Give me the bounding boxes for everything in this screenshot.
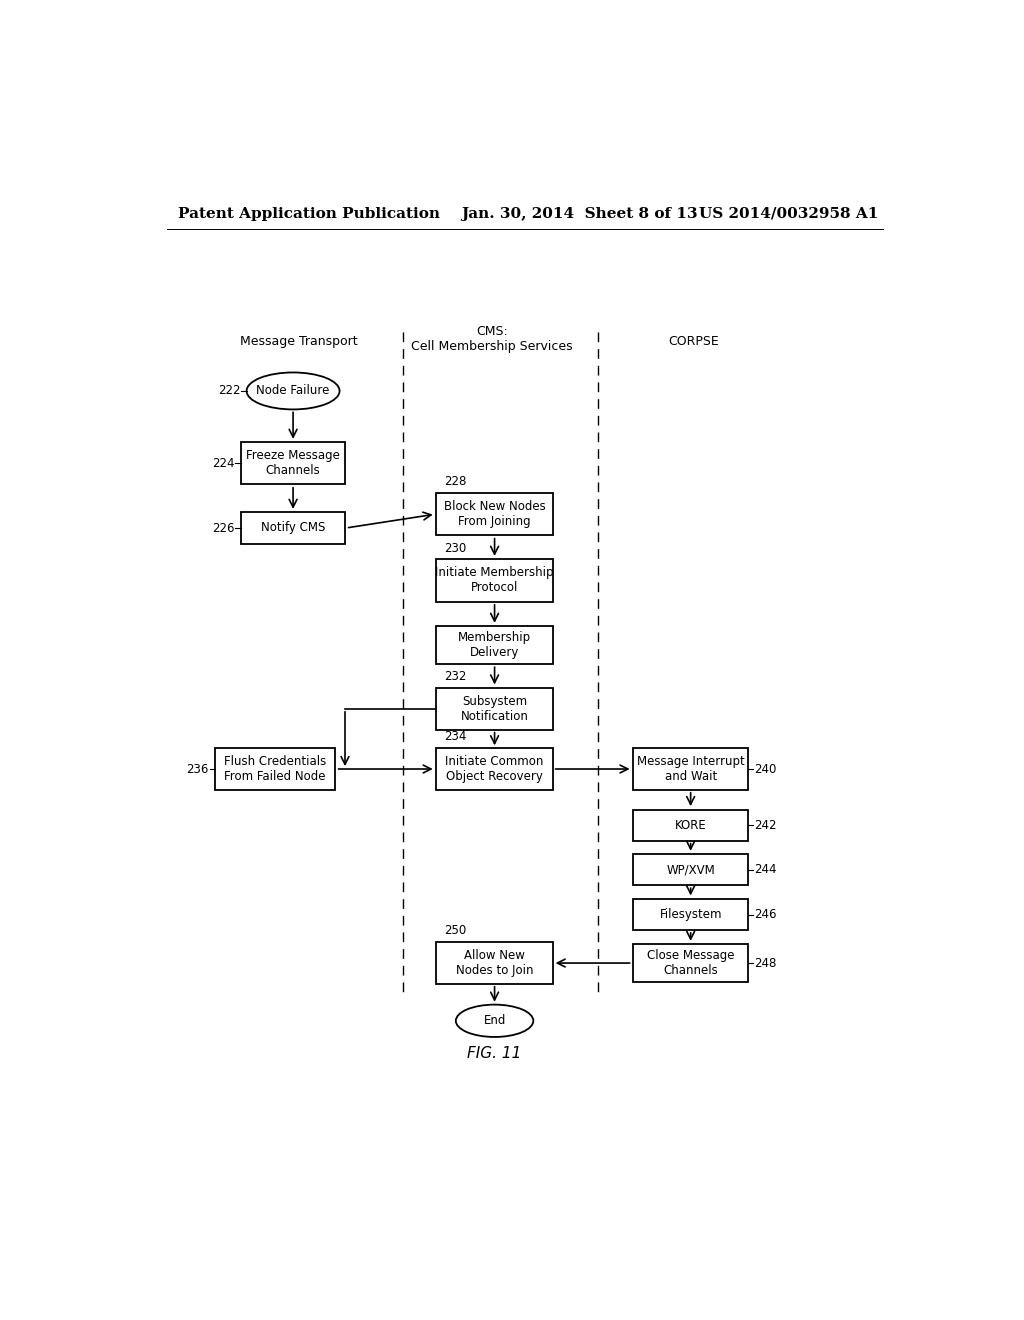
Text: 230: 230 bbox=[444, 541, 467, 554]
Text: 236: 236 bbox=[186, 763, 209, 776]
Bar bbox=[633, 854, 748, 886]
Text: Jan. 30, 2014  Sheet 8 of 13: Jan. 30, 2014 Sheet 8 of 13 bbox=[461, 207, 698, 220]
Bar bbox=[241, 512, 345, 544]
Text: US 2014/0032958 A1: US 2014/0032958 A1 bbox=[699, 207, 879, 220]
Bar bbox=[436, 942, 553, 985]
Text: 250: 250 bbox=[444, 924, 467, 937]
Text: Initiate Membership
Protocol: Initiate Membership Protocol bbox=[435, 566, 554, 594]
Bar bbox=[436, 688, 553, 730]
Text: Filesystem: Filesystem bbox=[659, 908, 722, 921]
Text: 244: 244 bbox=[755, 863, 776, 876]
Text: KORE: KORE bbox=[675, 818, 707, 832]
Bar bbox=[633, 810, 748, 841]
Bar bbox=[436, 748, 553, 791]
Text: CMS:
Cell Membership Services: CMS: Cell Membership Services bbox=[412, 325, 573, 352]
Text: 240: 240 bbox=[755, 763, 776, 776]
Bar bbox=[633, 944, 748, 982]
Text: 224: 224 bbox=[212, 457, 234, 470]
Text: Patent Application Publication: Patent Application Publication bbox=[178, 207, 440, 220]
Text: Close Message
Channels: Close Message Channels bbox=[647, 949, 734, 977]
Text: Flush Credentials
From Failed Node: Flush Credentials From Failed Node bbox=[224, 755, 327, 783]
Text: Freeze Message
Channels: Freeze Message Channels bbox=[246, 449, 340, 478]
Bar bbox=[436, 492, 553, 536]
Bar bbox=[633, 899, 748, 929]
Text: 232: 232 bbox=[444, 671, 467, 684]
Text: CORPSE: CORPSE bbox=[669, 335, 719, 348]
Bar bbox=[215, 748, 335, 791]
Text: Allow New
Nodes to Join: Allow New Nodes to Join bbox=[456, 949, 534, 977]
Bar bbox=[436, 626, 553, 664]
Text: WP/XVM: WP/XVM bbox=[667, 863, 715, 876]
Text: 226: 226 bbox=[212, 521, 234, 535]
Text: Notify CMS: Notify CMS bbox=[261, 521, 326, 535]
Text: 248: 248 bbox=[755, 957, 776, 970]
Text: 228: 228 bbox=[444, 475, 467, 488]
Bar bbox=[633, 748, 748, 791]
Text: Message Interrupt
and Wait: Message Interrupt and Wait bbox=[637, 755, 744, 783]
Text: End: End bbox=[483, 1014, 506, 1027]
Text: 222: 222 bbox=[218, 384, 241, 397]
Text: Block New Nodes
From Joining: Block New Nodes From Joining bbox=[443, 500, 546, 528]
Text: 246: 246 bbox=[755, 908, 776, 921]
Bar bbox=[241, 442, 345, 484]
Text: Initiate Common
Object Recovery: Initiate Common Object Recovery bbox=[445, 755, 544, 783]
Text: Node Failure: Node Failure bbox=[256, 384, 330, 397]
Text: Subsystem
Notification: Subsystem Notification bbox=[461, 694, 528, 723]
Bar bbox=[436, 560, 553, 602]
Text: Message Transport: Message Transport bbox=[240, 335, 357, 348]
Text: Membership
Delivery: Membership Delivery bbox=[458, 631, 531, 659]
Text: FIG. 11: FIG. 11 bbox=[467, 1045, 522, 1061]
Text: 234: 234 bbox=[444, 730, 467, 743]
Text: 242: 242 bbox=[755, 818, 776, 832]
